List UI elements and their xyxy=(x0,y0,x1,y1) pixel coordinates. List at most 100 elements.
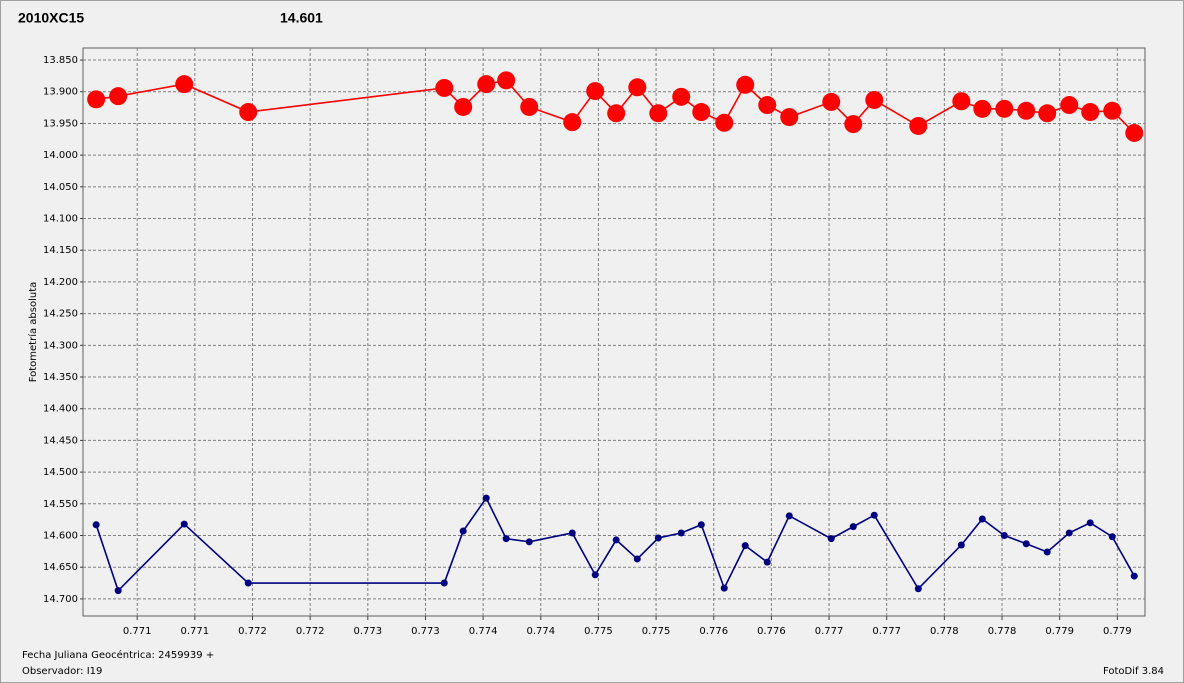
data-point xyxy=(175,75,194,94)
data-point xyxy=(591,571,599,579)
x-tick-label: 0.771 xyxy=(181,626,210,637)
data-point xyxy=(1017,101,1036,120)
y-tick-label: 14.100 xyxy=(43,214,78,225)
data-point xyxy=(1038,104,1057,123)
y-tick-label: 14.400 xyxy=(43,404,78,415)
plot-area xyxy=(82,47,1146,617)
data-point xyxy=(87,90,106,109)
y-tick-label: 14.650 xyxy=(43,562,78,573)
x-tick-label: 0.777 xyxy=(815,626,844,637)
data-point xyxy=(785,512,793,520)
data-point xyxy=(649,104,668,123)
data-point xyxy=(459,527,467,535)
data-point xyxy=(520,97,539,116)
data-point xyxy=(239,103,258,122)
data-point xyxy=(978,515,986,523)
data-point xyxy=(440,579,448,587)
data-point xyxy=(672,87,691,106)
x-tick-label: 0.779 xyxy=(1045,626,1074,637)
data-point xyxy=(720,584,728,592)
data-point xyxy=(244,579,252,587)
data-point xyxy=(1130,572,1138,580)
x-tick-label: 0.778 xyxy=(988,626,1017,637)
data-point xyxy=(612,536,620,544)
data-point xyxy=(1065,529,1073,537)
y-tick-label: 13.900 xyxy=(43,87,78,98)
data-point xyxy=(780,108,799,127)
data-point xyxy=(454,97,473,116)
data-point xyxy=(1000,531,1008,539)
data-point xyxy=(914,585,922,593)
y-tick-label: 14.500 xyxy=(43,467,78,478)
legend-entry: 14.601 xyxy=(280,10,323,26)
data-point xyxy=(822,92,841,111)
data-point xyxy=(952,92,971,111)
data-point xyxy=(1043,548,1051,556)
y-tick-label: 14.150 xyxy=(43,245,78,256)
data-point xyxy=(1108,533,1116,541)
x-tick-label: 0.772 xyxy=(238,626,267,637)
data-point xyxy=(909,116,928,135)
data-point xyxy=(477,75,496,94)
data-point xyxy=(180,520,188,528)
data-point xyxy=(633,555,641,563)
y-tick-label: 14.550 xyxy=(43,499,78,510)
y-axis-label: Fotometría absoluta xyxy=(27,282,39,383)
data-point xyxy=(1081,103,1100,122)
data-point xyxy=(109,87,128,106)
data-point xyxy=(114,587,122,595)
data-point xyxy=(92,521,100,529)
x-tick-label: 0.776 xyxy=(757,626,786,637)
x-tick-label: 0.774 xyxy=(526,626,555,637)
x-tick-label: 0.775 xyxy=(584,626,613,637)
y-tick-label: 13.950 xyxy=(43,118,78,129)
data-point xyxy=(1125,123,1144,142)
y-tick-label: 14.700 xyxy=(43,594,78,605)
data-point xyxy=(502,535,510,543)
y-tick-label: 13.850 xyxy=(43,55,78,66)
x-tick-label: 0.771 xyxy=(123,626,152,637)
x-tick-label: 0.774 xyxy=(469,626,498,637)
x-tick-label: 0.779 xyxy=(1103,626,1132,637)
data-point xyxy=(628,78,647,97)
data-point xyxy=(586,82,605,101)
x-tick-label: 0.773 xyxy=(353,626,382,637)
data-point xyxy=(865,90,884,109)
data-point xyxy=(715,113,734,132)
data-point xyxy=(763,558,771,566)
y-tick-label: 14.300 xyxy=(43,340,78,351)
data-point xyxy=(697,521,705,529)
y-tick-label: 14.600 xyxy=(43,530,78,541)
data-point xyxy=(482,494,490,502)
data-point xyxy=(525,538,533,546)
data-point xyxy=(827,535,835,543)
data-point xyxy=(995,99,1014,118)
y-tick-label: 14.200 xyxy=(43,277,78,288)
y-tick-label: 14.250 xyxy=(43,309,78,320)
legend-entry: 2010XC15 xyxy=(18,10,84,26)
x-axis-label: Fecha Juliana Geocéntrica: 2459939 + xyxy=(22,649,214,661)
y-tick-label: 14.000 xyxy=(43,150,78,161)
data-point xyxy=(1086,519,1094,527)
data-point xyxy=(1060,96,1079,115)
x-tick-label: 0.776 xyxy=(699,626,728,637)
software-version: FotoDif 3.84 xyxy=(1103,666,1164,677)
y-tick-label: 14.350 xyxy=(43,372,78,383)
data-point xyxy=(654,534,662,542)
data-point xyxy=(692,103,711,122)
x-tick-label: 0.775 xyxy=(642,626,671,637)
data-point xyxy=(741,542,749,550)
data-point xyxy=(677,529,685,537)
data-point xyxy=(844,115,863,134)
x-tick-label: 0.772 xyxy=(296,626,325,637)
data-point xyxy=(563,113,582,132)
y-tick-label: 14.050 xyxy=(43,182,78,193)
data-point xyxy=(607,104,626,123)
x-tick-label: 0.777 xyxy=(872,626,901,637)
data-point xyxy=(758,96,777,115)
observer: Observador: I19 xyxy=(22,666,102,677)
data-point xyxy=(736,75,755,94)
data-point xyxy=(1022,540,1030,548)
x-tick-label: 0.778 xyxy=(930,626,959,637)
